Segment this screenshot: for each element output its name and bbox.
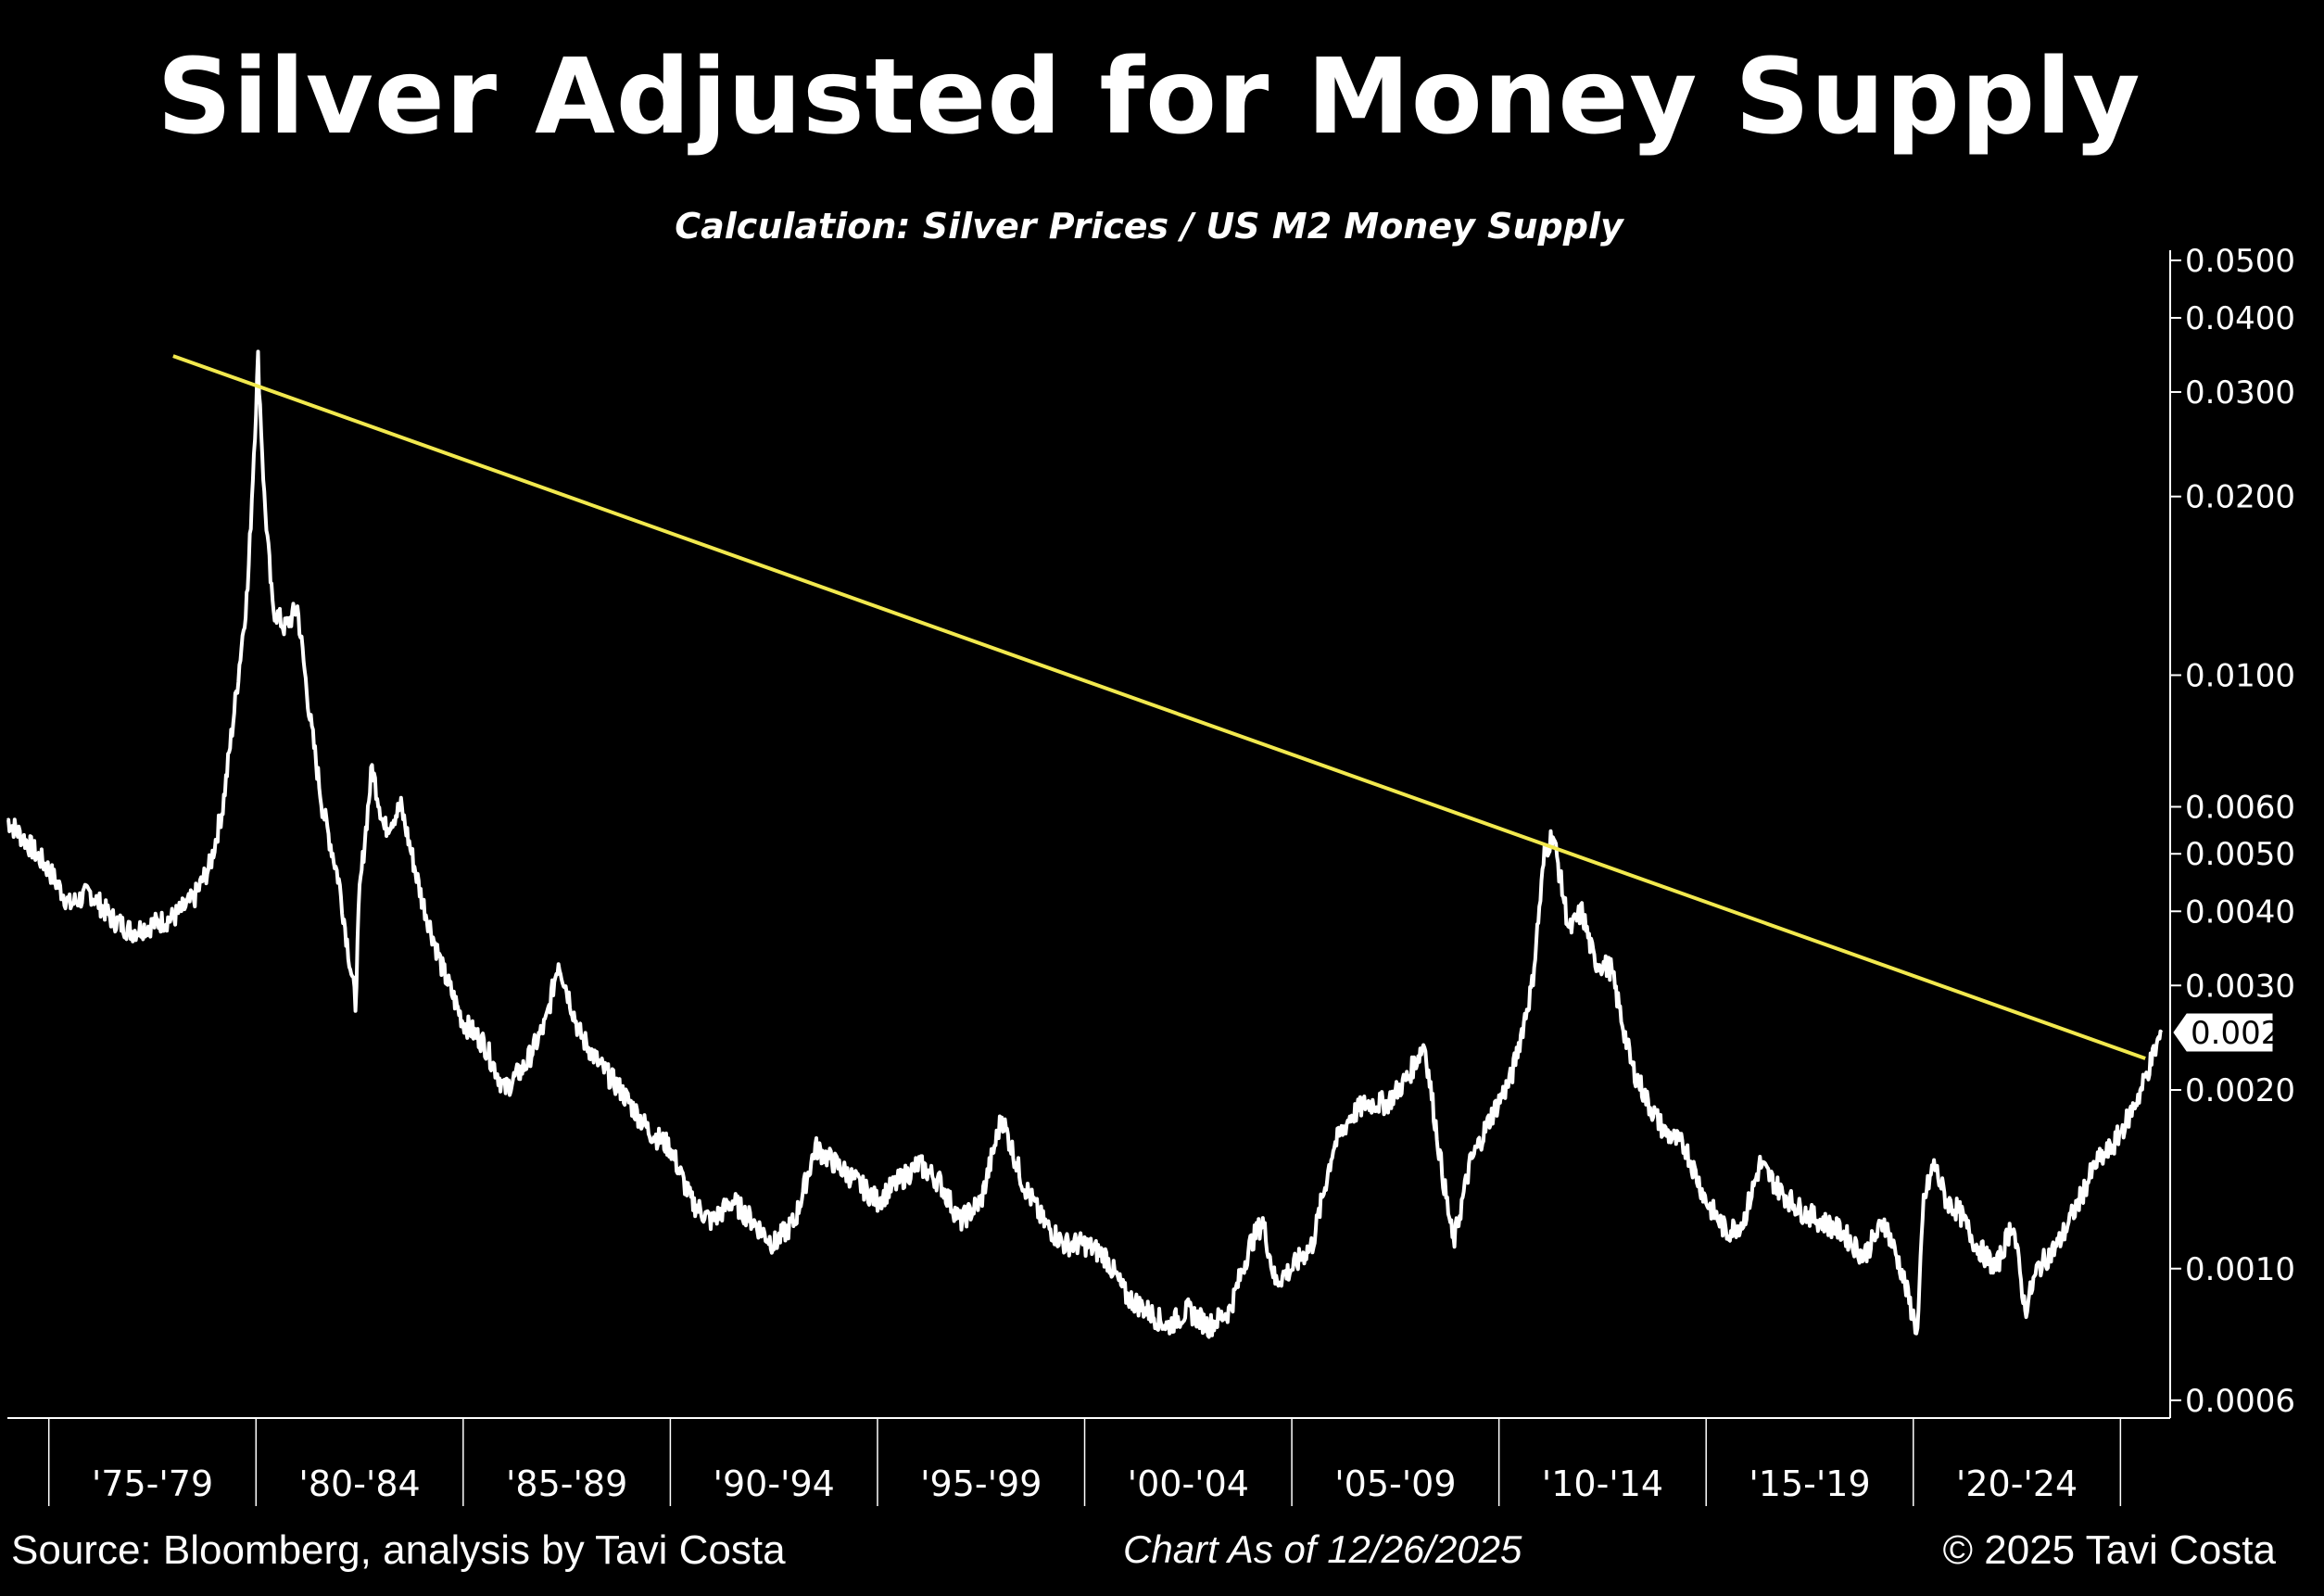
x-tick-label: '00-'04 <box>1128 1463 1249 1504</box>
y-tick-label: 0.0400 <box>2185 300 2295 337</box>
axes: 0.0500 0.0400 0.0300 0.0200 0.0100 0.0060 0.00… <box>7 243 2301 1506</box>
x-tick-label: '20-'24 <box>1956 1463 2078 1504</box>
x-tick-label: '75-'79 <box>92 1463 213 1504</box>
last-value-tag <box>2173 1013 2273 1052</box>
chart-subtitle: Calculation: Silver Prices / US M2 Money… <box>675 206 1623 247</box>
last-value-label: 0.0025 <box>2191 1015 2301 1052</box>
as-of-note: Chart As of 12/26/2025 <box>1123 1527 1522 1571</box>
x-tick-label: '90-'94 <box>714 1463 835 1504</box>
y-tick-label: 0.0020 <box>2185 1072 2295 1109</box>
silver-m2-series-line <box>6 349 2164 1339</box>
copyright-note: © 2025 Tavi Costa <box>1942 1527 2276 1573</box>
series-layer <box>6 349 2164 1339</box>
y-tick-label: 0.0100 <box>2185 657 2295 694</box>
source-note: Source: Bloomberg, analysis by Tavi Cost… <box>11 1527 786 1573</box>
resistance-trendline <box>172 354 2146 1060</box>
y-tick-label: 0.0500 <box>2185 243 2295 280</box>
y-tick-label: 0.0010 <box>2185 1251 2295 1288</box>
x-tick-label: '80-'84 <box>298 1463 420 1504</box>
x-tick-label: '05-'09 <box>1334 1463 1456 1504</box>
y-tick-label: 0.0050 <box>2185 836 2295 873</box>
y-tick-label: 0.0300 <box>2185 374 2295 412</box>
chart-title: Silver Adjusted for Money Supply <box>157 37 2141 158</box>
y-tick-label: 0.0030 <box>2185 968 2295 1005</box>
x-tick-label: '85-'89 <box>506 1463 627 1504</box>
y-tick-label: 0.0040 <box>2185 893 2295 931</box>
y-tick-label: 0.0006 <box>2185 1383 2295 1420</box>
y-tick-label: 0.0200 <box>2185 479 2295 516</box>
x-tick-label: '95-'99 <box>920 1463 1042 1504</box>
x-tick-label: '15-'19 <box>1749 1463 1870 1504</box>
y-tick-label: 0.0060 <box>2185 790 2295 827</box>
x-tick-label: '10-'14 <box>1542 1463 1663 1504</box>
